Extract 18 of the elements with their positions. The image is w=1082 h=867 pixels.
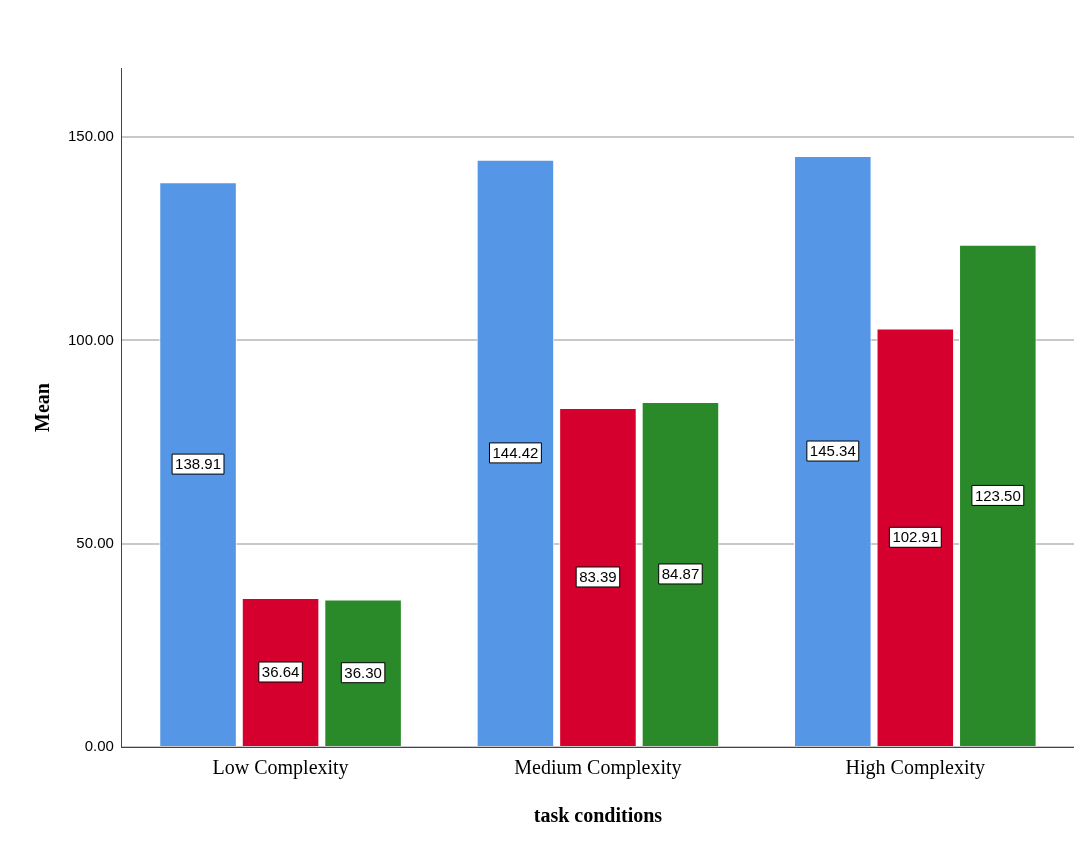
y-axis-title: Mean bbox=[31, 383, 54, 432]
x-tick-label: Low Complexity bbox=[212, 756, 349, 780]
data-label: 138.91 bbox=[175, 455, 221, 473]
data-label: 102.91 bbox=[892, 528, 939, 546]
data-label: 123.50 bbox=[974, 486, 1021, 504]
data-label: 83.39 bbox=[579, 568, 617, 586]
x-axis-title: task conditions bbox=[533, 804, 663, 827]
data-label: 144.42 bbox=[492, 444, 539, 462]
y-tick-label: 150.00 bbox=[67, 127, 114, 145]
y-tick-label: 0.00 bbox=[84, 737, 114, 755]
x-tick-label: High Complexity bbox=[845, 756, 986, 780]
data-label: 36.30 bbox=[344, 663, 382, 681]
data-label: 84.87 bbox=[661, 565, 700, 583]
x-tick-label: Medium Complexity bbox=[514, 756, 682, 780]
y-tick-label: 50.00 bbox=[76, 533, 114, 551]
data-label: 36.64 bbox=[261, 663, 300, 681]
data-label: 145.34 bbox=[809, 442, 856, 460]
y-tick-label: 100.00 bbox=[67, 330, 114, 348]
